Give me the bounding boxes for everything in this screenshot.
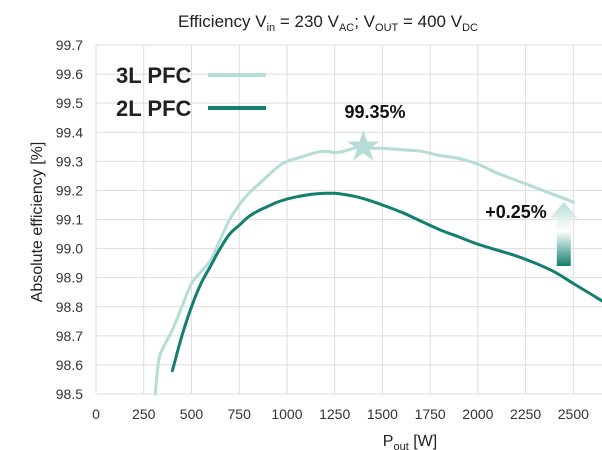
y-tick-labels: 98.5 98.6 98.7 98.8 98.9 99.0 99.1 99.2 99.3 99.4… bbox=[56, 37, 83, 402]
y-tick-label: 98.8 bbox=[56, 299, 83, 315]
y-tick-label: 98.7 bbox=[56, 328, 83, 344]
title-part: = 230 V bbox=[275, 12, 339, 31]
x-tick-label: 1250 bbox=[319, 406, 350, 422]
chart-title: Efficiency Vin = 230 VAC; VOUT = 400 VDC bbox=[178, 12, 478, 34]
y-tick-label: 99.6 bbox=[56, 66, 83, 82]
y-tick-label: 98.9 bbox=[56, 270, 83, 286]
series-line-2l-pfc bbox=[170, 191, 602, 373]
x-axis-title: Pout [W] bbox=[383, 433, 437, 450]
x-axis-title-main: P bbox=[383, 433, 394, 450]
peak-star-icon bbox=[347, 129, 380, 161]
y-tick-label: 99.2 bbox=[56, 182, 83, 198]
y-tick-label: 99.1 bbox=[56, 212, 83, 228]
x-tick-label: 2250 bbox=[510, 406, 541, 422]
legend: 3L PFC 2L PFC bbox=[116, 63, 266, 121]
x-tick-label: 1750 bbox=[415, 406, 446, 422]
x-tick-label: 2500 bbox=[558, 406, 589, 422]
x-tick-label: 750 bbox=[228, 406, 252, 422]
x-tick-label: 250 bbox=[132, 406, 156, 422]
title-sub: in bbox=[267, 22, 276, 34]
x-tick-label: 0 bbox=[92, 406, 100, 422]
y-tick-label: 99.4 bbox=[56, 124, 83, 140]
legend-label-3l: 3L PFC bbox=[116, 63, 192, 88]
y-tick-label: 99.0 bbox=[56, 241, 83, 257]
title-sub: OUT bbox=[375, 22, 399, 34]
y-axis-title: Absolute efficiency [%] bbox=[29, 142, 46, 303]
series-group bbox=[153, 145, 602, 396]
x-tick-labels: 0 250 500 750 1000 1250 1500 1750 2000 2250 2500 bbox=[92, 406, 589, 422]
y-tick-label: 98.5 bbox=[56, 386, 83, 402]
legend-label-2l: 2L PFC bbox=[116, 96, 192, 121]
title-part: Efficiency V bbox=[178, 12, 267, 31]
series-line-3l-pfc bbox=[153, 145, 575, 396]
x-tick-label: 1500 bbox=[367, 406, 398, 422]
gain-label: +0.25% bbox=[485, 202, 547, 222]
x-axis-title-sub: out bbox=[393, 441, 408, 450]
grid bbox=[95, 44, 602, 395]
title-sub: DC bbox=[462, 22, 478, 34]
y-tick-label: 99.5 bbox=[56, 95, 83, 111]
x-axis-title-unit: [W] bbox=[409, 433, 437, 450]
x-tick-label: 1000 bbox=[271, 406, 302, 422]
x-tick-label: 2000 bbox=[462, 406, 493, 422]
title-part: = 400 V bbox=[398, 12, 462, 31]
y-tick-label: 99.7 bbox=[56, 37, 83, 53]
title-sub: AC bbox=[339, 22, 354, 34]
peak-efficiency-label: 99.35% bbox=[344, 102, 405, 122]
gain-arrow-icon bbox=[549, 202, 578, 266]
x-tick-label: 500 bbox=[180, 406, 204, 422]
y-tick-label: 99.3 bbox=[56, 153, 83, 169]
title-part: ; V bbox=[354, 12, 375, 31]
y-tick-label: 98.6 bbox=[56, 357, 83, 373]
